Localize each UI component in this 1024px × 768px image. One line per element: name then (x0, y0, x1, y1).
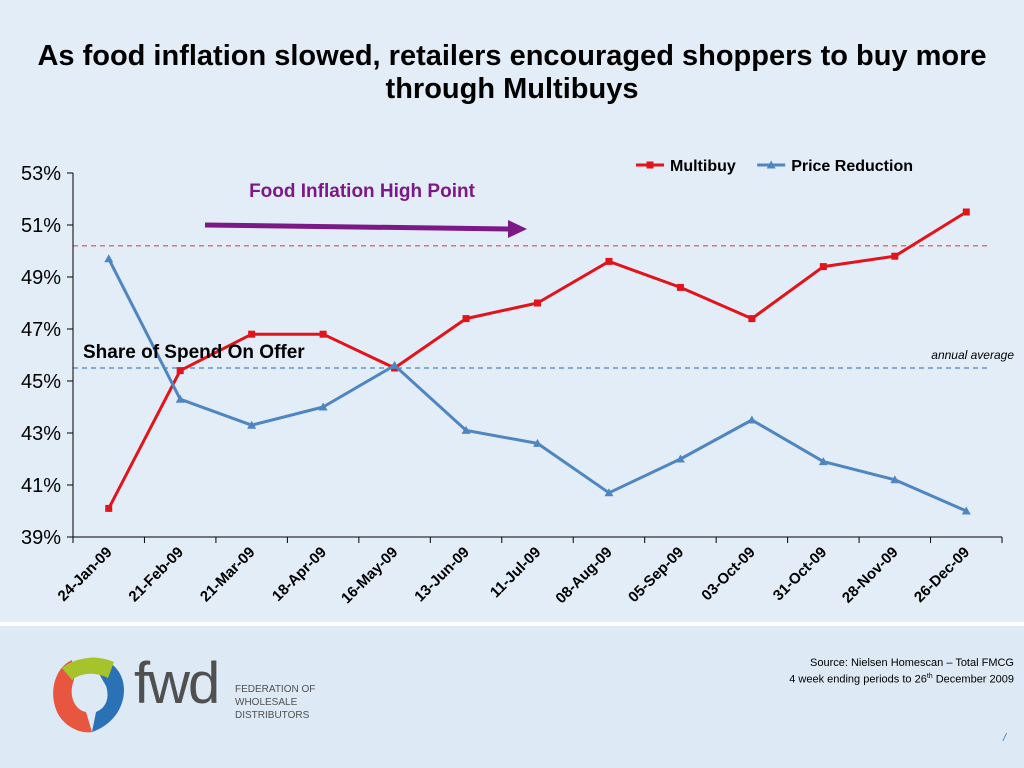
fwd-logo-icon (53, 657, 124, 733)
data-point-marker (819, 263, 827, 271)
data-point-marker (319, 330, 327, 338)
inflation-high-point-label: Food Inflation High Point (249, 181, 476, 202)
y-tick-label: 47% (21, 319, 61, 341)
x-tick-label: 24-Jan-09 (55, 544, 116, 605)
logo-subtitle-line: DISTRIBUTORS (235, 710, 310, 721)
legend-marker (646, 161, 654, 169)
logo-subtitle-line: FEDERATION OF (235, 684, 316, 695)
y-tick-label: 53% (21, 163, 61, 185)
x-tick-label: 31-Oct-09 (770, 544, 830, 604)
y-tick-label: 43% (21, 423, 61, 445)
data-point-marker (461, 425, 471, 434)
x-tick-label: 28-Nov-09 (839, 544, 902, 607)
x-tick-label: 21-Feb-09 (125, 544, 187, 606)
page-title: As food inflation slowed, retailers enco… (37, 40, 987, 105)
data-point-marker (247, 420, 257, 429)
x-tick-label: 18-Apr-09 (269, 544, 330, 605)
data-point-marker (818, 457, 828, 466)
data-point-marker (104, 254, 114, 263)
y-tick-label: 45% (21, 371, 61, 393)
x-tick-label: 08-Aug-09 (552, 544, 615, 607)
data-point-marker (175, 394, 185, 403)
source-superscript: th (926, 673, 933, 680)
x-tick-label: 21-Mar-09 (197, 544, 259, 606)
x-tick-label: 11-Jul-09 (487, 544, 544, 601)
footer (0, 626, 1024, 768)
data-point-marker (675, 454, 685, 463)
data-point-marker (961, 506, 971, 515)
data-point-marker (604, 488, 614, 497)
share-of-spend-label: Share of Spend On Offer (83, 342, 305, 363)
x-tick-label: 16-May-09 (338, 544, 401, 607)
y-tick-label: 51% (21, 215, 61, 237)
data-point-marker (676, 283, 684, 291)
data-point-marker (176, 367, 184, 375)
data-point-marker (248, 330, 256, 338)
line-chart: 39% 41% 43% 45% 47% 49% 51% 53% 24-Jan-09 21-Feb-… (21, 158, 1014, 607)
data-point-marker (747, 415, 757, 424)
logo-subtitle-line: WHOLESALE (235, 697, 298, 708)
legend-label: Multibuy (670, 158, 736, 175)
data-point-marker (390, 360, 400, 369)
source-line-1: Source: Nielsen Homescan – Total FMCG (810, 657, 1014, 669)
x-tick-label: 26-Dec-09 (911, 544, 973, 606)
source-text: December 2009 (932, 673, 1014, 686)
series-line (107, 258, 967, 513)
source-text: 4 week ending periods to 26 (789, 673, 927, 686)
annual-average-label: annual average (931, 348, 1014, 362)
x-tick-label: 03-Oct-09 (698, 544, 758, 604)
y-tick-label: 41% (21, 475, 61, 497)
y-tick-label: 49% (21, 267, 61, 289)
data-point-marker (891, 252, 899, 260)
y-tick-label: 39% (21, 527, 61, 549)
data-point-marker (533, 438, 542, 447)
data-point-marker (462, 315, 470, 323)
logo-subtitle: FEDERATION OF WHOLESALE DISTRIBUTORS (235, 683, 315, 722)
source-line-2: 4 week ending periods to 26th December 2… (789, 670, 1014, 687)
data-point-marker (105, 504, 113, 512)
data-point-marker (890, 475, 900, 484)
data-point-marker (605, 257, 613, 265)
logo-wordmark: fwd (134, 651, 220, 716)
data-point-marker (534, 299, 541, 307)
legend-marker (766, 160, 776, 169)
inflation-arrow-shaft (204, 222, 511, 232)
x-tick-label: 13-Jun-09 (411, 544, 473, 606)
x-tick-label: 05-Sep-09 (625, 544, 687, 606)
source-note: Source: Nielsen Homescan – Total FMCG 4 … (789, 656, 1014, 687)
page-number: / (1002, 732, 1006, 744)
slide-body (0, 0, 1024, 622)
footer-divider (0, 622, 1024, 626)
legend-label: Price Reduction (791, 158, 913, 175)
data-point-marker (962, 208, 970, 216)
data-point-marker (748, 315, 756, 323)
data-point-marker (318, 402, 328, 411)
inflation-arrow-head-icon (508, 220, 527, 238)
